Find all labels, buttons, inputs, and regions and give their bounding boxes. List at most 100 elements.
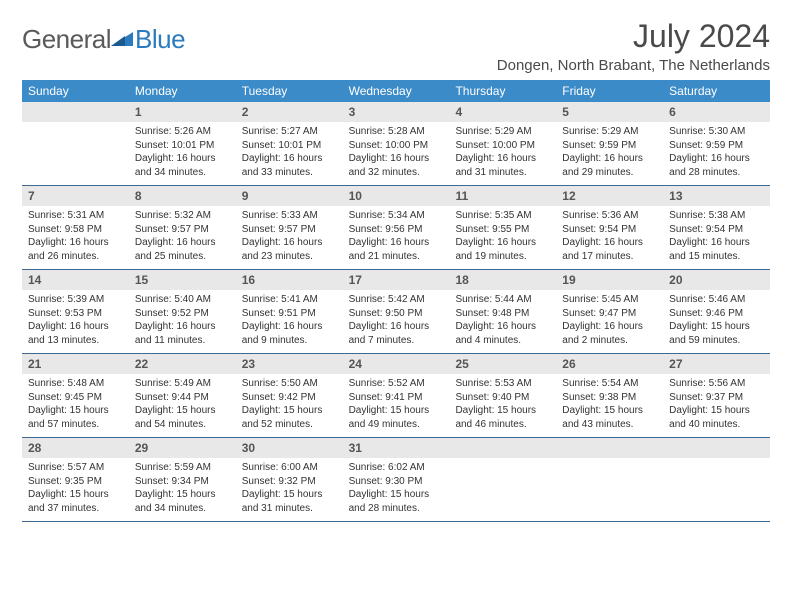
day-number: 26 — [556, 354, 663, 374]
day-of-week-header: Sunday Monday Tuesday Wednesday Thursday… — [22, 80, 770, 102]
day-body: Sunrise: 5:35 AMSunset: 9:55 PMDaylight:… — [449, 206, 556, 269]
sunrise-text: Sunrise: 5:45 AM — [562, 293, 657, 307]
day-number: 24 — [343, 354, 450, 374]
day-number: 25 — [449, 354, 556, 374]
daylight-text: Daylight: 16 hours and 34 minutes. — [135, 152, 230, 179]
day-number: 6 — [663, 102, 770, 122]
daylight-text: Daylight: 16 hours and 13 minutes. — [28, 320, 123, 347]
sunset-text: Sunset: 9:44 PM — [135, 391, 230, 405]
week-row: 28Sunrise: 5:57 AMSunset: 9:35 PMDayligh… — [22, 438, 770, 522]
sunset-text: Sunset: 10:01 PM — [135, 139, 230, 153]
day-body: Sunrise: 6:02 AMSunset: 9:30 PMDaylight:… — [343, 458, 450, 521]
sunrise-text: Sunrise: 5:57 AM — [28, 461, 123, 475]
day-cell: 8Sunrise: 5:32 AMSunset: 9:57 PMDaylight… — [129, 186, 236, 269]
daylight-text: Daylight: 15 hours and 57 minutes. — [28, 404, 123, 431]
week-row: 7Sunrise: 5:31 AMSunset: 9:58 PMDaylight… — [22, 186, 770, 270]
day-body: Sunrise: 6:00 AMSunset: 9:32 PMDaylight:… — [236, 458, 343, 521]
day-cell — [556, 438, 663, 521]
sunrise-text: Sunrise: 5:48 AM — [28, 377, 123, 391]
day-body: Sunrise: 5:50 AMSunset: 9:42 PMDaylight:… — [236, 374, 343, 437]
sunset-text: Sunset: 9:55 PM — [455, 223, 550, 237]
sunrise-text: Sunrise: 5:30 AM — [669, 125, 764, 139]
day-cell: 18Sunrise: 5:44 AMSunset: 9:48 PMDayligh… — [449, 270, 556, 353]
day-cell: 20Sunrise: 5:46 AMSunset: 9:46 PMDayligh… — [663, 270, 770, 353]
day-cell: 15Sunrise: 5:40 AMSunset: 9:52 PMDayligh… — [129, 270, 236, 353]
daylight-text: Daylight: 16 hours and 7 minutes. — [349, 320, 444, 347]
day-number: 31 — [343, 438, 450, 458]
daylight-text: Daylight: 15 hours and 43 minutes. — [562, 404, 657, 431]
daylight-text: Daylight: 16 hours and 29 minutes. — [562, 152, 657, 179]
week-row: 14Sunrise: 5:39 AMSunset: 9:53 PMDayligh… — [22, 270, 770, 354]
day-number: 2 — [236, 102, 343, 122]
day-body: Sunrise: 5:31 AMSunset: 9:58 PMDaylight:… — [22, 206, 129, 269]
day-body: Sunrise: 5:32 AMSunset: 9:57 PMDaylight:… — [129, 206, 236, 269]
sunrise-text: Sunrise: 5:40 AM — [135, 293, 230, 307]
day-cell: 13Sunrise: 5:38 AMSunset: 9:54 PMDayligh… — [663, 186, 770, 269]
daylight-text: Daylight: 16 hours and 25 minutes. — [135, 236, 230, 263]
sunset-text: Sunset: 9:52 PM — [135, 307, 230, 321]
sunrise-text: Sunrise: 5:53 AM — [455, 377, 550, 391]
day-body: Sunrise: 5:38 AMSunset: 9:54 PMDaylight:… — [663, 206, 770, 269]
day-cell: 11Sunrise: 5:35 AMSunset: 9:55 PMDayligh… — [449, 186, 556, 269]
dow-sunday: Sunday — [22, 80, 129, 102]
day-cell: 6Sunrise: 5:30 AMSunset: 9:59 PMDaylight… — [663, 102, 770, 185]
daylight-text: Daylight: 16 hours and 11 minutes. — [135, 320, 230, 347]
day-number: 3 — [343, 102, 450, 122]
sunrise-text: Sunrise: 5:38 AM — [669, 209, 764, 223]
location-text: Dongen, North Brabant, The Netherlands — [497, 57, 770, 74]
logo-triangle-icon — [111, 28, 133, 51]
sunrise-text: Sunrise: 5:42 AM — [349, 293, 444, 307]
day-cell: 28Sunrise: 5:57 AMSunset: 9:35 PMDayligh… — [22, 438, 129, 521]
sunrise-text: Sunrise: 5:46 AM — [669, 293, 764, 307]
sunrise-text: Sunrise: 5:59 AM — [135, 461, 230, 475]
day-body: Sunrise: 5:54 AMSunset: 9:38 PMDaylight:… — [556, 374, 663, 437]
day-cell: 14Sunrise: 5:39 AMSunset: 9:53 PMDayligh… — [22, 270, 129, 353]
day-cell: 4Sunrise: 5:29 AMSunset: 10:00 PMDayligh… — [449, 102, 556, 185]
day-body: Sunrise: 5:45 AMSunset: 9:47 PMDaylight:… — [556, 290, 663, 353]
day-cell: 22Sunrise: 5:49 AMSunset: 9:44 PMDayligh… — [129, 354, 236, 437]
day-number: 28 — [22, 438, 129, 458]
sunrise-text: Sunrise: 6:00 AM — [242, 461, 337, 475]
day-body: Sunrise: 5:56 AMSunset: 9:37 PMDaylight:… — [663, 374, 770, 437]
sunset-text: Sunset: 9:30 PM — [349, 475, 444, 489]
month-title: July 2024 — [497, 18, 770, 55]
sunset-text: Sunset: 9:40 PM — [455, 391, 550, 405]
daylight-text: Daylight: 15 hours and 46 minutes. — [455, 404, 550, 431]
day-body: Sunrise: 5:44 AMSunset: 9:48 PMDaylight:… — [449, 290, 556, 353]
sunset-text: Sunset: 10:01 PM — [242, 139, 337, 153]
sunrise-text: Sunrise: 5:41 AM — [242, 293, 337, 307]
day-number: 20 — [663, 270, 770, 290]
sunset-text: Sunset: 9:54 PM — [562, 223, 657, 237]
daylight-text: Daylight: 16 hours and 33 minutes. — [242, 152, 337, 179]
day-number: 1 — [129, 102, 236, 122]
sunset-text: Sunset: 9:59 PM — [562, 139, 657, 153]
sunrise-text: Sunrise: 5:49 AM — [135, 377, 230, 391]
daylight-text: Daylight: 16 hours and 4 minutes. — [455, 320, 550, 347]
sunrise-text: Sunrise: 5:28 AM — [349, 125, 444, 139]
day-number: 19 — [556, 270, 663, 290]
day-number: 29 — [129, 438, 236, 458]
sunrise-text: Sunrise: 6:02 AM — [349, 461, 444, 475]
day-body: Sunrise: 5:40 AMSunset: 9:52 PMDaylight:… — [129, 290, 236, 353]
day-cell: 5Sunrise: 5:29 AMSunset: 9:59 PMDaylight… — [556, 102, 663, 185]
sunrise-text: Sunrise: 5:34 AM — [349, 209, 444, 223]
dow-thursday: Thursday — [449, 80, 556, 102]
day-body: Sunrise: 5:49 AMSunset: 9:44 PMDaylight:… — [129, 374, 236, 437]
daylight-text: Daylight: 16 hours and 26 minutes. — [28, 236, 123, 263]
daylight-text: Daylight: 16 hours and 28 minutes. — [669, 152, 764, 179]
sunrise-text: Sunrise: 5:29 AM — [562, 125, 657, 139]
day-number — [449, 438, 556, 458]
day-number: 22 — [129, 354, 236, 374]
daylight-text: Daylight: 15 hours and 28 minutes. — [349, 488, 444, 515]
sunset-text: Sunset: 9:50 PM — [349, 307, 444, 321]
daylight-text: Daylight: 16 hours and 19 minutes. — [455, 236, 550, 263]
sunset-text: Sunset: 9:48 PM — [455, 307, 550, 321]
week-row: 21Sunrise: 5:48 AMSunset: 9:45 PMDayligh… — [22, 354, 770, 438]
day-cell: 7Sunrise: 5:31 AMSunset: 9:58 PMDaylight… — [22, 186, 129, 269]
day-cell: 16Sunrise: 5:41 AMSunset: 9:51 PMDayligh… — [236, 270, 343, 353]
day-body: Sunrise: 5:33 AMSunset: 9:57 PMDaylight:… — [236, 206, 343, 269]
sunset-text: Sunset: 9:58 PM — [28, 223, 123, 237]
day-number: 18 — [449, 270, 556, 290]
day-cell: 23Sunrise: 5:50 AMSunset: 9:42 PMDayligh… — [236, 354, 343, 437]
sunrise-text: Sunrise: 5:31 AM — [28, 209, 123, 223]
